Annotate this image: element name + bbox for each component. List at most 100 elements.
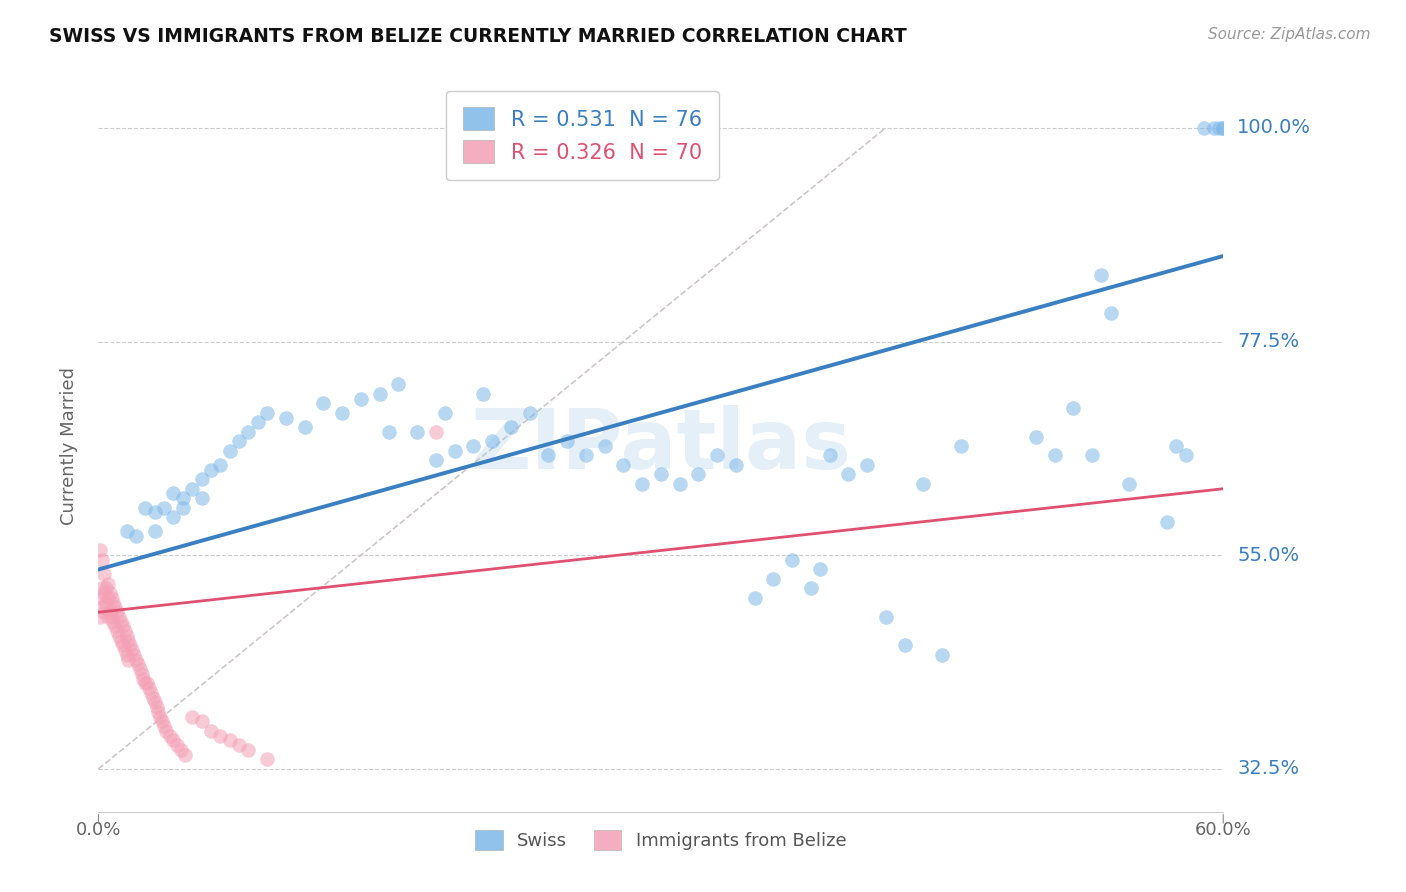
Y-axis label: Currently Married: Currently Married bbox=[59, 367, 77, 525]
Point bbox=[238, 743, 260, 757]
Point bbox=[434, 406, 457, 420]
Point bbox=[172, 491, 194, 506]
Point bbox=[228, 738, 250, 752]
Point bbox=[93, 605, 115, 619]
Point bbox=[125, 529, 148, 543]
Point bbox=[114, 624, 136, 639]
Point bbox=[89, 610, 111, 624]
Point bbox=[136, 676, 159, 690]
Point bbox=[463, 439, 485, 453]
Point bbox=[218, 733, 240, 747]
Point bbox=[190, 472, 212, 486]
Point bbox=[1090, 268, 1112, 282]
Point bbox=[190, 714, 212, 729]
Point bbox=[98, 586, 121, 600]
Point bbox=[94, 596, 117, 610]
Text: ZIPatlas: ZIPatlas bbox=[471, 406, 851, 486]
Point bbox=[631, 477, 654, 491]
Text: 55.0%: 55.0% bbox=[1237, 546, 1299, 565]
Text: Source: ZipAtlas.com: Source: ZipAtlas.com bbox=[1208, 27, 1371, 42]
Point bbox=[111, 619, 134, 633]
Point bbox=[912, 477, 935, 491]
Text: 77.5%: 77.5% bbox=[1237, 332, 1299, 351]
Point bbox=[100, 591, 122, 605]
Point bbox=[162, 733, 184, 747]
Point bbox=[762, 572, 785, 586]
Point bbox=[132, 672, 155, 686]
Point bbox=[170, 743, 193, 757]
Point bbox=[89, 591, 111, 605]
Point bbox=[238, 425, 260, 439]
Point bbox=[330, 406, 353, 420]
Point bbox=[104, 600, 127, 615]
Point bbox=[1099, 306, 1122, 320]
Text: SWISS VS IMMIGRANTS FROM BELIZE CURRENTLY MARRIED CORRELATION CHART: SWISS VS IMMIGRANTS FROM BELIZE CURRENTL… bbox=[49, 27, 907, 45]
Point bbox=[181, 710, 204, 724]
Point bbox=[131, 667, 153, 681]
Point bbox=[149, 710, 172, 724]
Point bbox=[780, 553, 803, 567]
Point bbox=[98, 605, 121, 619]
Point bbox=[105, 605, 128, 619]
Point bbox=[200, 723, 222, 738]
Point bbox=[593, 439, 616, 453]
Point bbox=[350, 392, 373, 406]
Point bbox=[837, 467, 859, 482]
Point bbox=[115, 648, 138, 662]
Point bbox=[105, 624, 128, 639]
Point bbox=[1166, 439, 1188, 453]
Point bbox=[218, 443, 240, 458]
Point bbox=[893, 639, 915, 653]
Point bbox=[93, 567, 115, 582]
Point bbox=[1202, 120, 1225, 135]
Point bbox=[155, 723, 177, 738]
Point bbox=[89, 543, 111, 558]
Point bbox=[153, 500, 176, 515]
Point bbox=[668, 477, 690, 491]
Point bbox=[114, 643, 136, 657]
Point bbox=[125, 653, 148, 667]
Text: 32.5%: 32.5% bbox=[1237, 759, 1299, 779]
Point bbox=[818, 449, 841, 463]
Point bbox=[387, 377, 409, 392]
Point bbox=[115, 524, 138, 539]
Point bbox=[312, 396, 335, 410]
Point bbox=[200, 463, 222, 477]
Point bbox=[499, 420, 522, 434]
Point bbox=[143, 506, 166, 520]
Point bbox=[117, 653, 139, 667]
Point bbox=[143, 524, 166, 539]
Point bbox=[1025, 429, 1047, 443]
Point bbox=[138, 681, 160, 696]
Point bbox=[166, 738, 188, 752]
Point bbox=[744, 591, 766, 605]
Point bbox=[1194, 120, 1216, 135]
Point bbox=[481, 434, 503, 449]
Point bbox=[91, 600, 114, 615]
Point bbox=[949, 439, 972, 453]
Point bbox=[122, 648, 145, 662]
Point bbox=[294, 420, 316, 434]
Point bbox=[159, 729, 181, 743]
Point bbox=[1208, 120, 1230, 135]
Point bbox=[108, 610, 131, 624]
Point bbox=[378, 425, 401, 439]
Point bbox=[97, 591, 120, 605]
Point bbox=[875, 610, 897, 624]
Point bbox=[519, 406, 541, 420]
Point bbox=[800, 582, 823, 596]
Point bbox=[121, 643, 143, 657]
Point bbox=[1174, 449, 1197, 463]
Point bbox=[148, 705, 170, 719]
Point bbox=[1081, 449, 1104, 463]
Point bbox=[256, 752, 278, 766]
Point bbox=[117, 633, 139, 648]
Point bbox=[108, 629, 131, 643]
Point bbox=[1043, 449, 1066, 463]
Point bbox=[93, 586, 115, 600]
Point bbox=[228, 434, 250, 449]
Point bbox=[103, 596, 125, 610]
Point bbox=[97, 576, 120, 591]
Point bbox=[190, 491, 212, 506]
Point bbox=[115, 629, 138, 643]
